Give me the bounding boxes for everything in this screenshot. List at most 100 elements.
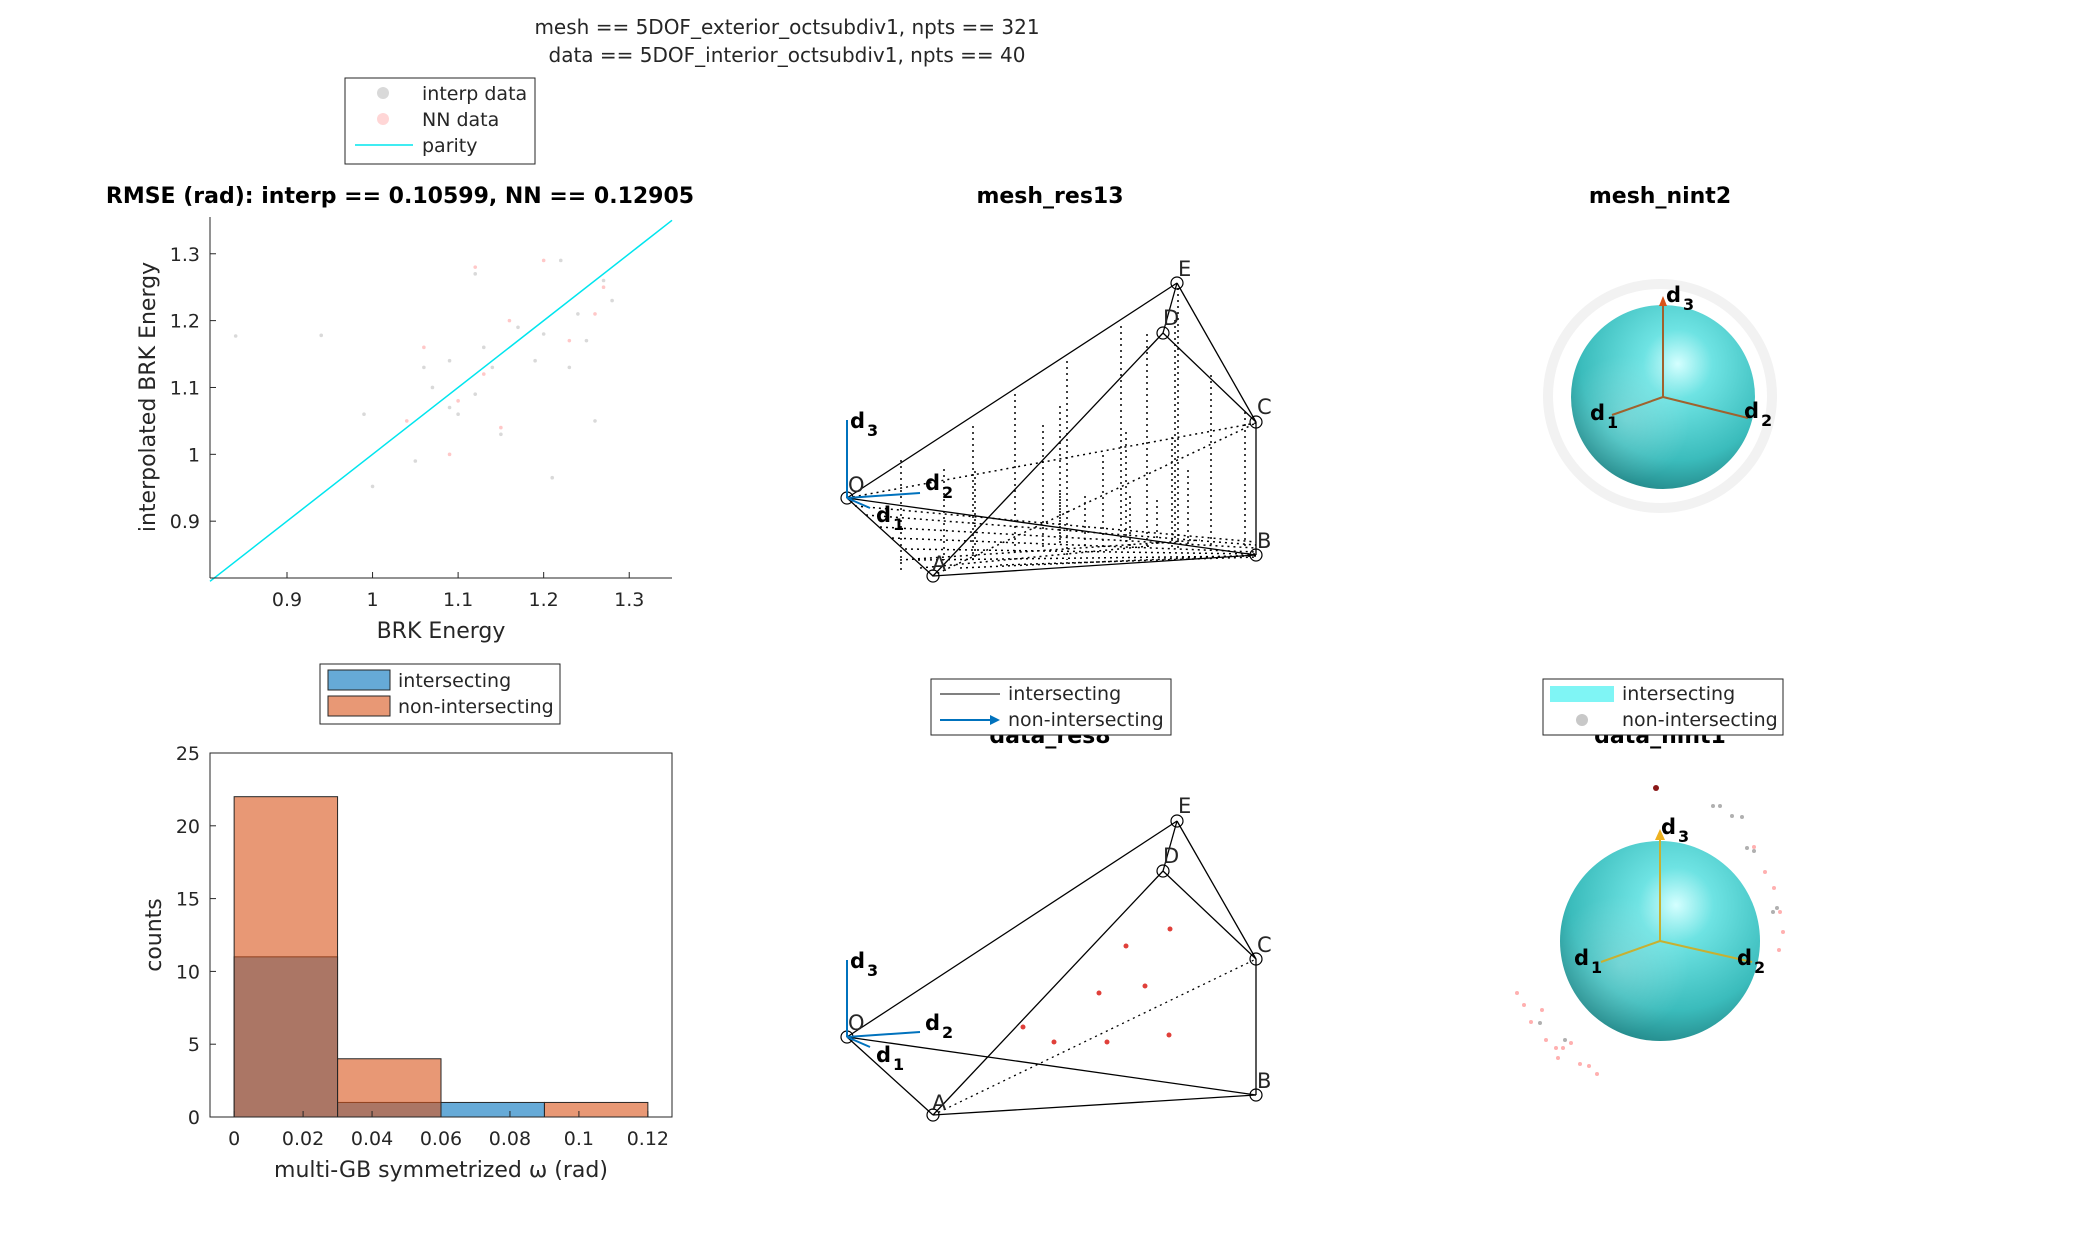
interp-data-point <box>541 332 546 336</box>
hist-y-tick-label: 15 <box>176 889 200 911</box>
hist-x-tick-label: 0 <box>228 1128 240 1150</box>
vertex-label-a-2: A <box>932 1091 947 1115</box>
data-res-vertex-labels: O A B C D E <box>848 794 1272 1115</box>
parity-scatter-panel: RMSE (rad): interp == 0.10599, NN == 0.1… <box>106 77 694 644</box>
res-legend-box <box>930 678 1172 736</box>
histogram-legend: intersecting non-intersecting <box>319 663 561 725</box>
interp-data-point <box>593 419 597 423</box>
data-res-panel: data_res8 O A <box>840 678 1272 1122</box>
hist-x-tick-label: 0.06 <box>420 1128 462 1150</box>
mesh-res-panel: mesh_res13 <box>840 184 1272 583</box>
x-tick-label: 1 <box>367 589 379 611</box>
interp-data-point <box>550 475 555 480</box>
interp-data-point <box>499 432 503 437</box>
mesh-nint-axes <box>1611 300 1749 419</box>
vertex-label-d: D <box>1163 306 1179 330</box>
non-intersecting-bar <box>337 1058 442 1118</box>
data-nint-red-point <box>1653 785 1659 791</box>
mesh-res-edges <box>846 282 1257 577</box>
vertex-label-c: C <box>1257 395 1272 419</box>
data-res-edges <box>846 820 1257 1116</box>
interp-data-point <box>473 392 478 396</box>
hist-y-tick-label: 25 <box>176 743 200 765</box>
nn-data-point <box>601 285 606 289</box>
data-res-vertices <box>840 814 1263 1122</box>
histogram-y-label: counts <box>142 898 167 972</box>
interp-data-point <box>362 412 366 417</box>
vertex-label-b: B <box>1257 529 1271 553</box>
x-tick-label: 1.3 <box>614 589 644 611</box>
parity-line <box>209 219 673 582</box>
interp-data-point <box>473 272 478 276</box>
interp-data-point <box>447 405 452 410</box>
y-tick-label: 1 <box>188 444 200 466</box>
nn-data-point <box>593 312 597 316</box>
hist-y-tick-label: 0 <box>188 1107 200 1129</box>
legend-interp-label: interp data <box>422 83 527 105</box>
interp-data-point <box>319 333 324 338</box>
non-intersecting-bar <box>543 1101 649 1118</box>
intersecting-bar <box>440 1101 545 1118</box>
x-tick-label: 0.9 <box>272 589 302 611</box>
interp-data-point <box>447 358 452 363</box>
legend-nint-non-intersecting-label: non-intersecting <box>1622 709 1778 731</box>
mesh-res-vertex-labels: O A B C D E <box>848 257 1272 576</box>
parity-x-label: BRK Energy <box>377 619 506 644</box>
mesh-res-title: mesh_res13 <box>976 184 1123 209</box>
interp-data-point <box>413 459 418 463</box>
interp-data-point <box>610 298 614 303</box>
x-tick-label: 1.1 <box>443 589 473 611</box>
interp-data-point <box>481 345 486 350</box>
interp-data-point <box>422 365 426 370</box>
hist-y-tick-label: 20 <box>176 816 200 838</box>
nn-data-point <box>447 452 452 457</box>
parity-legend: interp data NN data parity <box>344 77 536 165</box>
vertex-label-d-2: D <box>1163 844 1179 868</box>
x-tick-label: 1.2 <box>529 589 559 611</box>
interp-data-point <box>490 365 495 370</box>
histogram-bars <box>233 796 649 1118</box>
legend-non-intersecting-swatch <box>327 695 391 717</box>
legend-nn-label: NN data <box>422 109 499 131</box>
parity-legend-box <box>344 77 536 165</box>
vertex-label-e: E <box>1178 257 1191 281</box>
legend-res-intersecting-label: intersecting <box>1008 683 1121 705</box>
data-res-axis-vectors <box>846 960 921 1048</box>
nint-legend: intersecting non-intersecting <box>1542 678 1784 736</box>
nn-data-point <box>499 425 503 430</box>
y-tick-label: 0.9 <box>170 511 200 533</box>
data-nint-interp-points <box>1538 804 1779 1042</box>
legend-interp-marker <box>377 87 389 99</box>
hist-x-tick-label: 0.12 <box>627 1128 669 1150</box>
interp-data-point <box>601 278 606 283</box>
data-res-points <box>1020 926 1173 1045</box>
hist-x-tick-label: 0.04 <box>351 1128 393 1150</box>
nn-data-point <box>404 419 409 423</box>
parity-y-label: interpolated BRK Energy <box>136 262 161 532</box>
legend-non-intersecting-label: non-intersecting <box>398 696 554 718</box>
data-nint-d3-arrow <box>1655 829 1665 840</box>
interp-data-point <box>576 312 580 316</box>
nn-data-point <box>567 338 572 343</box>
vertex-label-e-2: E <box>1178 794 1191 818</box>
suptitle-line-2: data == 5DOF_interior_octsubdiv1, npts =… <box>549 43 1026 67</box>
parity-plot-area: 0.9 1 1.1 1.2 1.3 0.9 1 1.1 1.2 1.3 <box>170 219 673 611</box>
data-nint-axes <box>1600 834 1753 963</box>
hist-x-tick-label: 0.1 <box>564 1128 594 1150</box>
vertex-label-o-2: O <box>848 1011 865 1035</box>
hist-y-tick-label: 5 <box>188 1034 200 1056</box>
hist-x-tick-label: 0.02 <box>282 1128 324 1150</box>
nn-data-point <box>481 372 486 376</box>
legend-intersecting-label: intersecting <box>398 670 511 692</box>
